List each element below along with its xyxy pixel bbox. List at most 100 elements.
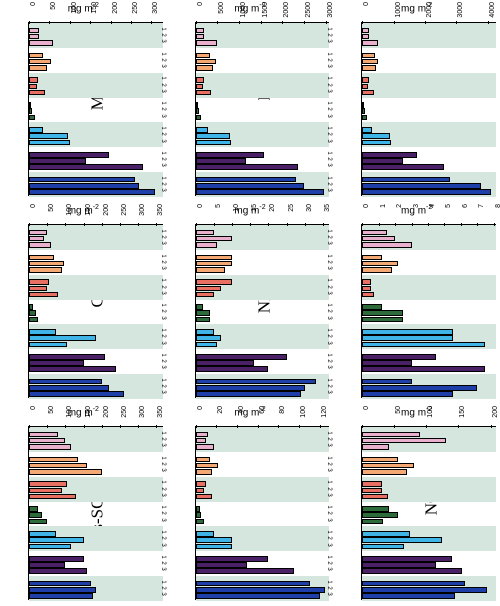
bar (196, 230, 214, 236)
y-sub-label: 3 (160, 588, 166, 600)
bar (196, 463, 219, 469)
y-sub-label: 3 (160, 439, 166, 451)
x-tick-label: 2000 (283, 2, 290, 20)
x-tick (323, 223, 324, 226)
bar (362, 77, 368, 83)
bar (196, 267, 225, 273)
bar (362, 53, 375, 59)
y-sub-label: 3 (326, 287, 332, 299)
y-sub-label: 3 (326, 110, 332, 122)
bar (196, 587, 325, 593)
bar (29, 385, 109, 391)
x-tick-label: 4000 (489, 2, 496, 20)
x-tick-label: 0 (197, 406, 204, 424)
x-tick-label: 2500 (305, 2, 312, 20)
panel (361, 426, 496, 600)
bar (196, 593, 320, 599)
x-tick (362, 425, 363, 428)
bar (362, 469, 407, 475)
bar (29, 77, 38, 83)
x-tick (138, 425, 139, 428)
bar (29, 506, 38, 512)
bar (29, 59, 51, 65)
x-axis-title: mg m-2 (167, 406, 334, 418)
bar (29, 115, 35, 121)
bar (362, 310, 403, 316)
bar (362, 506, 389, 512)
background-band (196, 477, 330, 502)
x-tick (131, 21, 132, 24)
panel (28, 22, 163, 196)
x-tick-label: 35 (324, 204, 331, 222)
panel (28, 426, 163, 600)
background-band (29, 73, 163, 98)
bar (362, 267, 392, 273)
bar (29, 366, 116, 372)
x-tick-label: 200 (103, 204, 110, 222)
plot-area (361, 22, 496, 196)
bar (29, 261, 64, 267)
bar (29, 133, 68, 139)
bar (196, 457, 210, 463)
bar (362, 562, 436, 568)
x-tick-label: 0 (30, 204, 37, 222)
bar (362, 444, 389, 450)
bar (196, 391, 301, 397)
bar (196, 544, 232, 550)
y-sub-label: 3 (326, 588, 332, 600)
bar (29, 40, 53, 46)
bar (196, 366, 269, 372)
x-tick-label: 80 (279, 406, 286, 424)
bar (196, 342, 218, 348)
bar (196, 581, 310, 587)
bar (196, 292, 214, 298)
bar (196, 438, 206, 444)
bar (196, 519, 204, 525)
bar (29, 102, 31, 108)
bar (362, 438, 445, 444)
x-tick (216, 425, 217, 428)
bar (196, 115, 201, 121)
bar (196, 531, 215, 537)
bar (362, 581, 465, 587)
x-tick (250, 223, 251, 226)
bar (196, 481, 206, 487)
x-tick (49, 21, 50, 24)
x-tick (47, 425, 48, 428)
x-tick-label: 5 (445, 204, 452, 222)
bar (362, 108, 365, 114)
x-tick (456, 21, 457, 24)
x-tick (426, 425, 427, 428)
x-tick-label: 4 (429, 204, 436, 222)
bar (29, 108, 32, 114)
bar (196, 255, 232, 261)
background-band (196, 73, 330, 98)
bar (29, 556, 84, 562)
panel-cell: mg m-20204060801001201231231231231231231… (167, 404, 334, 606)
bar (196, 34, 205, 40)
bar (196, 304, 203, 310)
x-tick-label: 350 (157, 204, 164, 222)
bar (29, 230, 47, 236)
x-tick-label: 100 (66, 204, 73, 222)
y-sub-label: 3 (326, 514, 332, 526)
y-sub-label: 3 (326, 85, 332, 97)
bar (362, 391, 452, 397)
y-sub-label: 3 (160, 489, 166, 501)
x-tick (320, 425, 321, 428)
bar (29, 531, 56, 537)
background-band (362, 275, 496, 300)
x-tick (217, 21, 218, 24)
x-tick-label: 300 (139, 204, 146, 222)
x-tick (362, 223, 363, 226)
x-tick-label: 20 (217, 406, 224, 424)
bar (29, 537, 84, 543)
bar (29, 152, 109, 158)
bar (362, 158, 403, 164)
x-axis-title: mg m-2 (0, 2, 167, 14)
bar (29, 28, 39, 34)
y-sub-label: 3 (326, 184, 332, 196)
bar (362, 183, 481, 189)
bar (29, 544, 71, 550)
bar (362, 28, 368, 34)
